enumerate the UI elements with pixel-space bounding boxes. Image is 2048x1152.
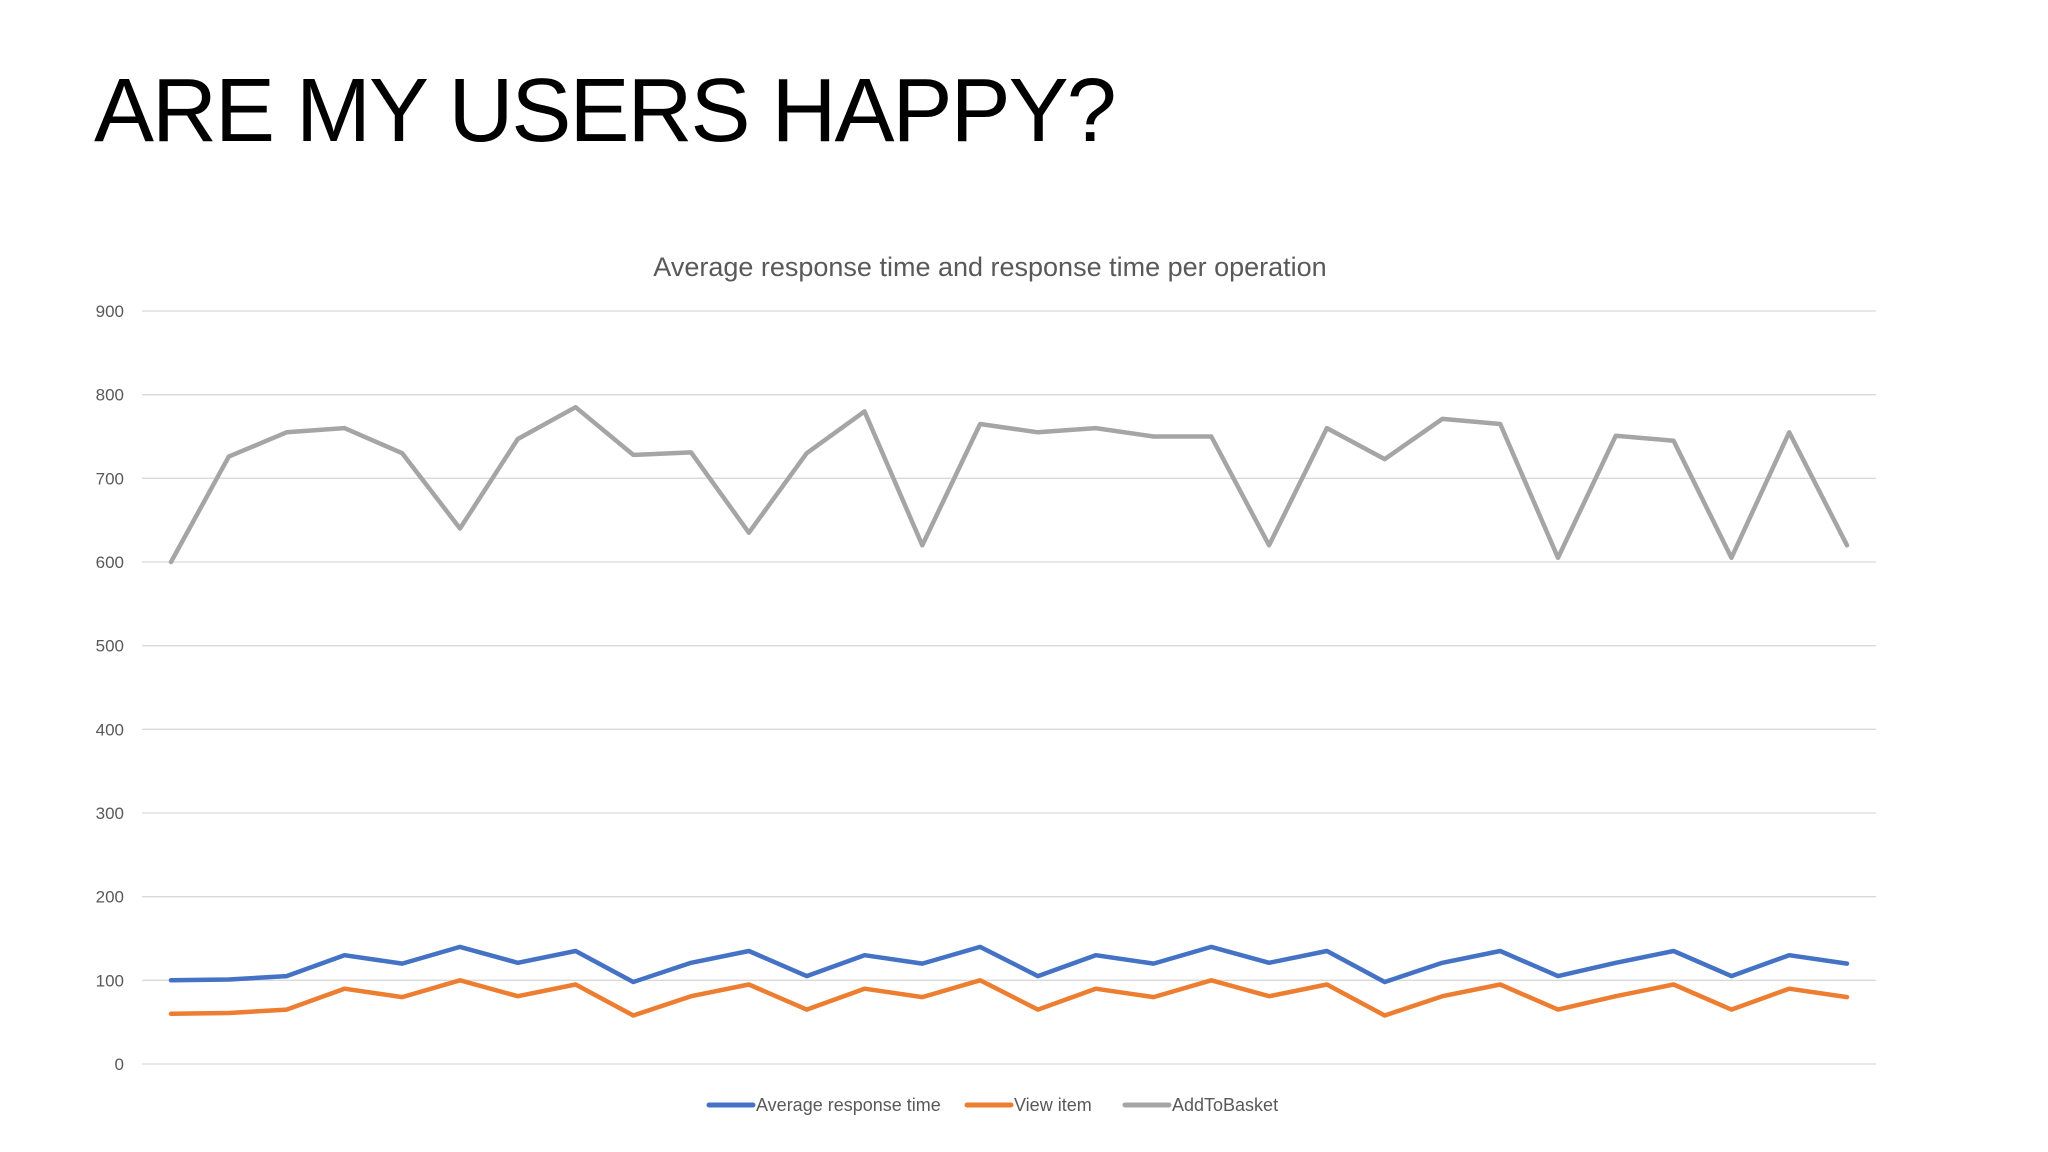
legend-label: View item: [1014, 1095, 1092, 1115]
y-tick-label: 0: [115, 1055, 124, 1074]
chart-title: Average response time and response time …: [653, 252, 1326, 282]
legend-label: AddToBasket: [1172, 1095, 1278, 1115]
y-tick-label: 700: [96, 469, 124, 488]
legend: Average response time View item AddToBaske…: [706, 1095, 1278, 1115]
series-line-average-response-time: [168, 944, 1850, 985]
series-lines: [168, 404, 1850, 1018]
y-tick-label: 100: [96, 971, 124, 990]
y-axis-ticks: 0 100 200 300 400 500 600 700 800 900: [96, 302, 124, 1074]
y-tick-label: 300: [96, 804, 124, 823]
y-tick-label: 200: [96, 888, 124, 907]
y-tick-label: 400: [96, 720, 124, 739]
legend-label: Average response time: [756, 1095, 941, 1115]
y-tick-label: 500: [96, 637, 124, 656]
y-tick-label: 800: [96, 386, 124, 405]
slide-title: ARE MY USERS HAPPY?: [94, 61, 1117, 161]
y-tick-label: 600: [96, 553, 124, 572]
series-line-view-item: [168, 978, 1850, 1018]
legend-item: Average response time: [706, 1095, 941, 1115]
series-line-addtobasket: [168, 404, 1850, 565]
legend-item: View item: [964, 1095, 1092, 1115]
gridlines: [142, 310, 1876, 1065]
y-tick-label: 900: [96, 302, 124, 321]
legend-item: AddToBasket: [1122, 1095, 1278, 1115]
